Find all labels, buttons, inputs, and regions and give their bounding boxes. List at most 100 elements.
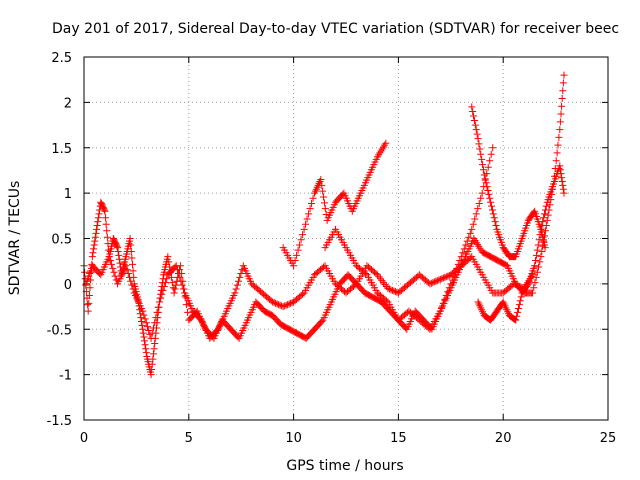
data-point [456,257,464,265]
data-point [479,166,487,174]
data-point [151,340,159,348]
data-point [530,209,538,217]
data-point [556,126,564,134]
data-point [145,327,153,335]
data-point [148,365,156,373]
data-point [387,286,395,294]
data-point [514,282,522,290]
data-point [487,150,495,158]
data-point [150,345,158,353]
data-point [552,157,560,165]
data-point [276,301,284,309]
data-point [538,247,546,255]
data-point [450,272,458,280]
y-tick-labels: -1.5 -1 -0.5 0 0.5 1 1.5 2 2.5 [47,51,72,429]
data-point [89,249,97,257]
data-point [390,287,398,295]
data-point [393,288,401,296]
data-point [538,222,546,230]
data-point [535,236,543,244]
data-point [438,303,446,311]
data-point [127,247,135,255]
data-point [161,279,169,287]
y-tick-label: 0 [64,278,72,293]
data-point [556,118,564,126]
data-point [471,121,479,129]
data-point [157,294,165,302]
data-point [535,263,543,271]
data-point [432,277,440,285]
data-point [235,277,243,285]
data-point [451,268,459,276]
data-point [281,302,289,310]
data-point [462,241,470,249]
data-point [539,218,547,226]
y-tick-label: 0.5 [51,233,72,248]
data-point [158,290,166,298]
data-point [492,222,500,230]
data-point [433,277,441,285]
data-point [560,189,568,197]
y-tick-label: 2 [64,96,72,111]
data-point [285,300,293,308]
data-point [175,270,183,278]
data-point [139,329,147,337]
data-point [94,214,102,222]
data-point [124,270,132,278]
data-point [269,298,277,306]
data-point [309,194,317,202]
data-point [372,270,380,278]
data-point [511,281,519,289]
data-point [489,210,497,218]
data-point [236,273,244,281]
data-point [108,260,116,268]
data-point [134,298,142,306]
data-point [490,214,498,222]
data-point [558,102,566,110]
data-point [128,254,136,262]
data-point [476,145,484,153]
data-point [510,280,518,288]
data-point [172,262,180,270]
data-point [294,246,302,254]
data-point [513,312,521,320]
data-point [487,198,495,206]
data-point [442,273,450,281]
data-point [128,281,136,289]
data-point [448,276,456,284]
data-point [321,205,329,213]
data-point [178,281,186,289]
data-point [109,264,117,272]
data-point [514,305,522,313]
data-point [540,214,548,222]
data-point [100,206,108,214]
data-point [176,273,184,281]
data-point [127,241,135,249]
data-point [558,174,566,182]
data-point [279,303,287,311]
data-point [482,179,490,187]
data-point [435,276,443,284]
series-track-f [474,162,568,324]
data-point [536,231,544,239]
data-point [477,194,485,202]
data-point [92,229,100,237]
data-point [305,210,313,218]
data-point [486,194,494,202]
x-tick-label: 0 [80,431,88,446]
data-point [488,206,496,214]
series-track-e [468,103,549,261]
data-point [480,171,488,179]
data-point [302,220,310,228]
data-point [95,210,103,218]
data-point [486,157,494,165]
data-point [470,112,478,120]
data-point [129,285,137,293]
data-point [270,299,278,307]
data-point [129,260,137,268]
data-point [88,253,96,261]
data-point [127,277,135,285]
data-point [533,268,541,276]
data-point [140,311,148,319]
data-point [126,235,134,242]
